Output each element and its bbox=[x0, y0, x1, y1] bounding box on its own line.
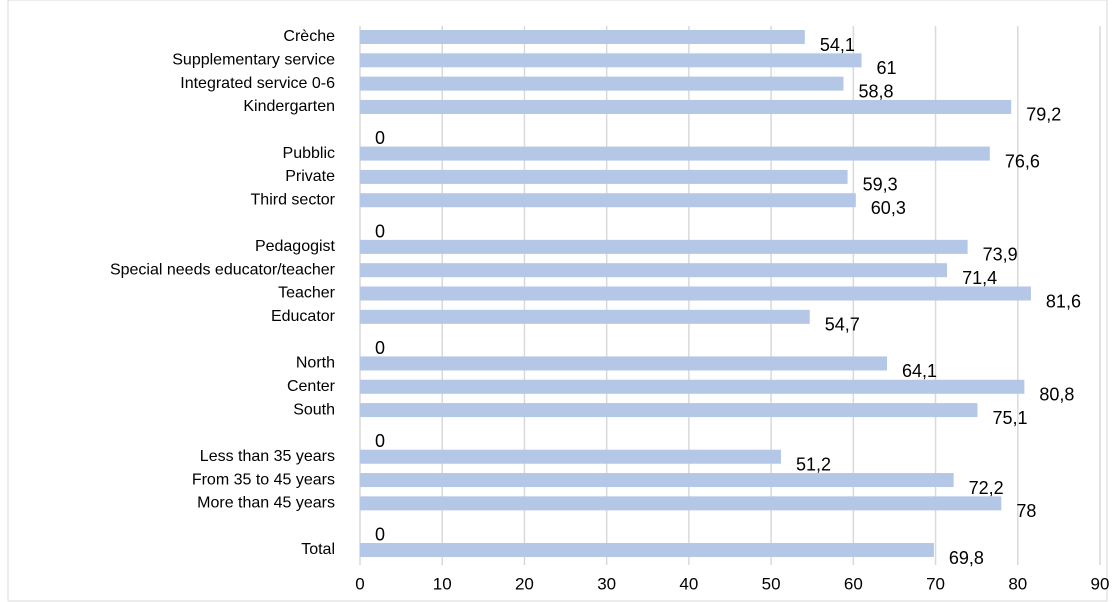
y-tick-label: Educator bbox=[271, 308, 336, 325]
y-tick-label: Private bbox=[285, 168, 335, 185]
y-tick-label: Less than 35 years bbox=[200, 448, 335, 465]
x-tick-label: 0 bbox=[355, 574, 364, 593]
y-tick-label: Center bbox=[287, 378, 336, 395]
value-label: 72,2 bbox=[969, 478, 1004, 498]
x-tick-label: 70 bbox=[926, 574, 945, 593]
value-label: 64,1 bbox=[902, 361, 937, 381]
bar bbox=[360, 193, 856, 208]
value-label: 69,8 bbox=[949, 548, 984, 568]
value-label: 51,2 bbox=[796, 454, 831, 474]
value-label: 60,3 bbox=[871, 198, 906, 218]
bar bbox=[360, 146, 990, 161]
y-tick-label: North bbox=[296, 355, 335, 372]
value-label: 0 bbox=[375, 431, 385, 451]
y-tick-label: Teacher bbox=[278, 285, 336, 302]
value-label: 59,3 bbox=[863, 175, 898, 195]
y-tick-label: South bbox=[293, 401, 335, 418]
value-label: 80,8 bbox=[1039, 385, 1074, 405]
x-tick-label: 40 bbox=[679, 574, 698, 593]
x-tick-label: 50 bbox=[762, 574, 781, 593]
value-label: 75,1 bbox=[992, 408, 1027, 428]
value-label: 58,8 bbox=[858, 81, 893, 101]
bar bbox=[360, 76, 844, 91]
bar bbox=[360, 53, 862, 68]
y-tick-label: Crèche bbox=[283, 28, 335, 45]
value-label: 76,6 bbox=[1005, 151, 1040, 171]
y-tick-label: Third sector bbox=[251, 191, 336, 208]
x-tick-label: 10 bbox=[433, 574, 452, 593]
x-tick-label: 80 bbox=[1008, 574, 1027, 593]
bar bbox=[360, 496, 1002, 511]
bar bbox=[360, 99, 1012, 114]
bar bbox=[360, 239, 968, 254]
value-label: 0 bbox=[375, 338, 385, 358]
bar bbox=[360, 473, 954, 488]
value-label: 78 bbox=[1016, 501, 1036, 521]
bar bbox=[360, 169, 848, 184]
value-label: 0 bbox=[375, 221, 385, 241]
y-tick-label: Integrated service 0-6 bbox=[180, 75, 335, 92]
y-tick-label: Supplementary service bbox=[172, 52, 335, 69]
bar bbox=[360, 403, 978, 418]
bar bbox=[360, 309, 810, 324]
bar bbox=[360, 286, 1031, 301]
x-tick-label: 90 bbox=[1091, 574, 1110, 593]
value-label: 79,2 bbox=[1026, 105, 1061, 125]
value-label: 81,6 bbox=[1046, 291, 1081, 311]
bar bbox=[360, 543, 934, 557]
y-tick-label: Pubblic bbox=[283, 145, 335, 162]
value-label: 71,4 bbox=[962, 268, 997, 288]
y-tick-label: More than 45 years bbox=[197, 495, 335, 512]
value-label: 61 bbox=[877, 58, 897, 78]
value-label: 0 bbox=[375, 128, 385, 148]
value-label: 73,9 bbox=[983, 245, 1018, 265]
y-tick-label: Pedagogist bbox=[255, 238, 336, 255]
y-tick-label: Kindergarten bbox=[243, 98, 335, 115]
x-tick-label: 60 bbox=[844, 574, 863, 593]
bar bbox=[360, 263, 948, 278]
value-label: 54,7 bbox=[825, 315, 860, 335]
bar bbox=[360, 379, 1025, 394]
x-tick-label: 20 bbox=[515, 574, 534, 593]
value-label: 54,1 bbox=[820, 35, 855, 55]
bar bbox=[360, 30, 805, 44]
y-tick-label: Total bbox=[301, 541, 335, 558]
y-tick-label: From 35 to 45 years bbox=[192, 471, 335, 488]
bar bbox=[360, 449, 781, 464]
x-tick-label: 30 bbox=[597, 574, 616, 593]
chart-frame bbox=[7, 0, 1108, 602]
value-label: 0 bbox=[375, 524, 385, 544]
y-tick-label: Special needs educator/teacher bbox=[110, 261, 336, 278]
bar bbox=[360, 356, 888, 371]
